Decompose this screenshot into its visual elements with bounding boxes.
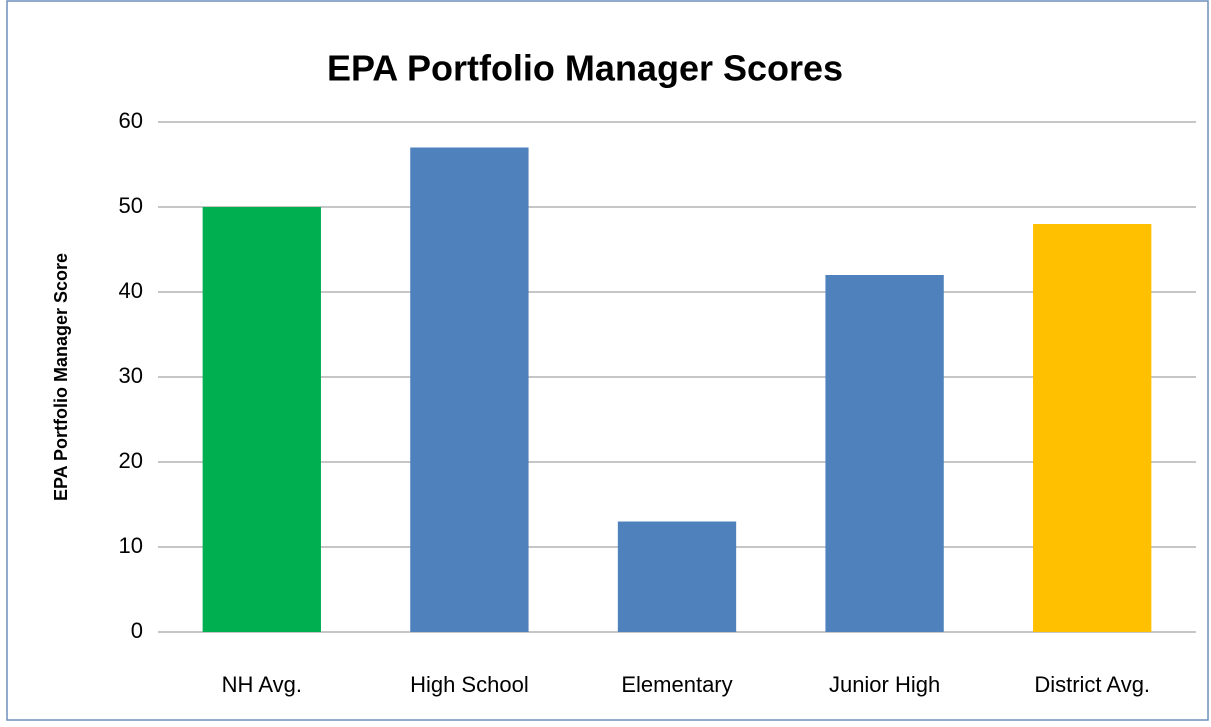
y-tick-label: 60 — [119, 108, 143, 133]
y-tick-label: 30 — [119, 363, 143, 388]
x-tick-label: NH Avg. — [222, 672, 302, 697]
bar — [410, 147, 529, 632]
y-tick-label: 50 — [119, 193, 143, 218]
y-tick-label: 0 — [131, 618, 143, 643]
bar — [202, 207, 321, 632]
y-tick-label: 10 — [119, 533, 143, 558]
bar — [1033, 224, 1152, 632]
x-tick-label: High School — [410, 672, 529, 697]
y-axis-label: EPA Portfolio Manager Score — [51, 253, 71, 501]
y-tick-label: 40 — [119, 278, 143, 303]
x-tick-label: Junior High — [829, 672, 940, 697]
y-tick-label: 20 — [119, 448, 143, 473]
chart-frame — [6, 0, 1209, 721]
x-tick-label: District Avg. — [1034, 672, 1150, 697]
chart-title: EPA Portfolio Manager Scores — [327, 48, 843, 89]
bar — [825, 275, 944, 632]
x-tick-label: Elementary — [621, 672, 732, 697]
bar — [617, 521, 737, 632]
